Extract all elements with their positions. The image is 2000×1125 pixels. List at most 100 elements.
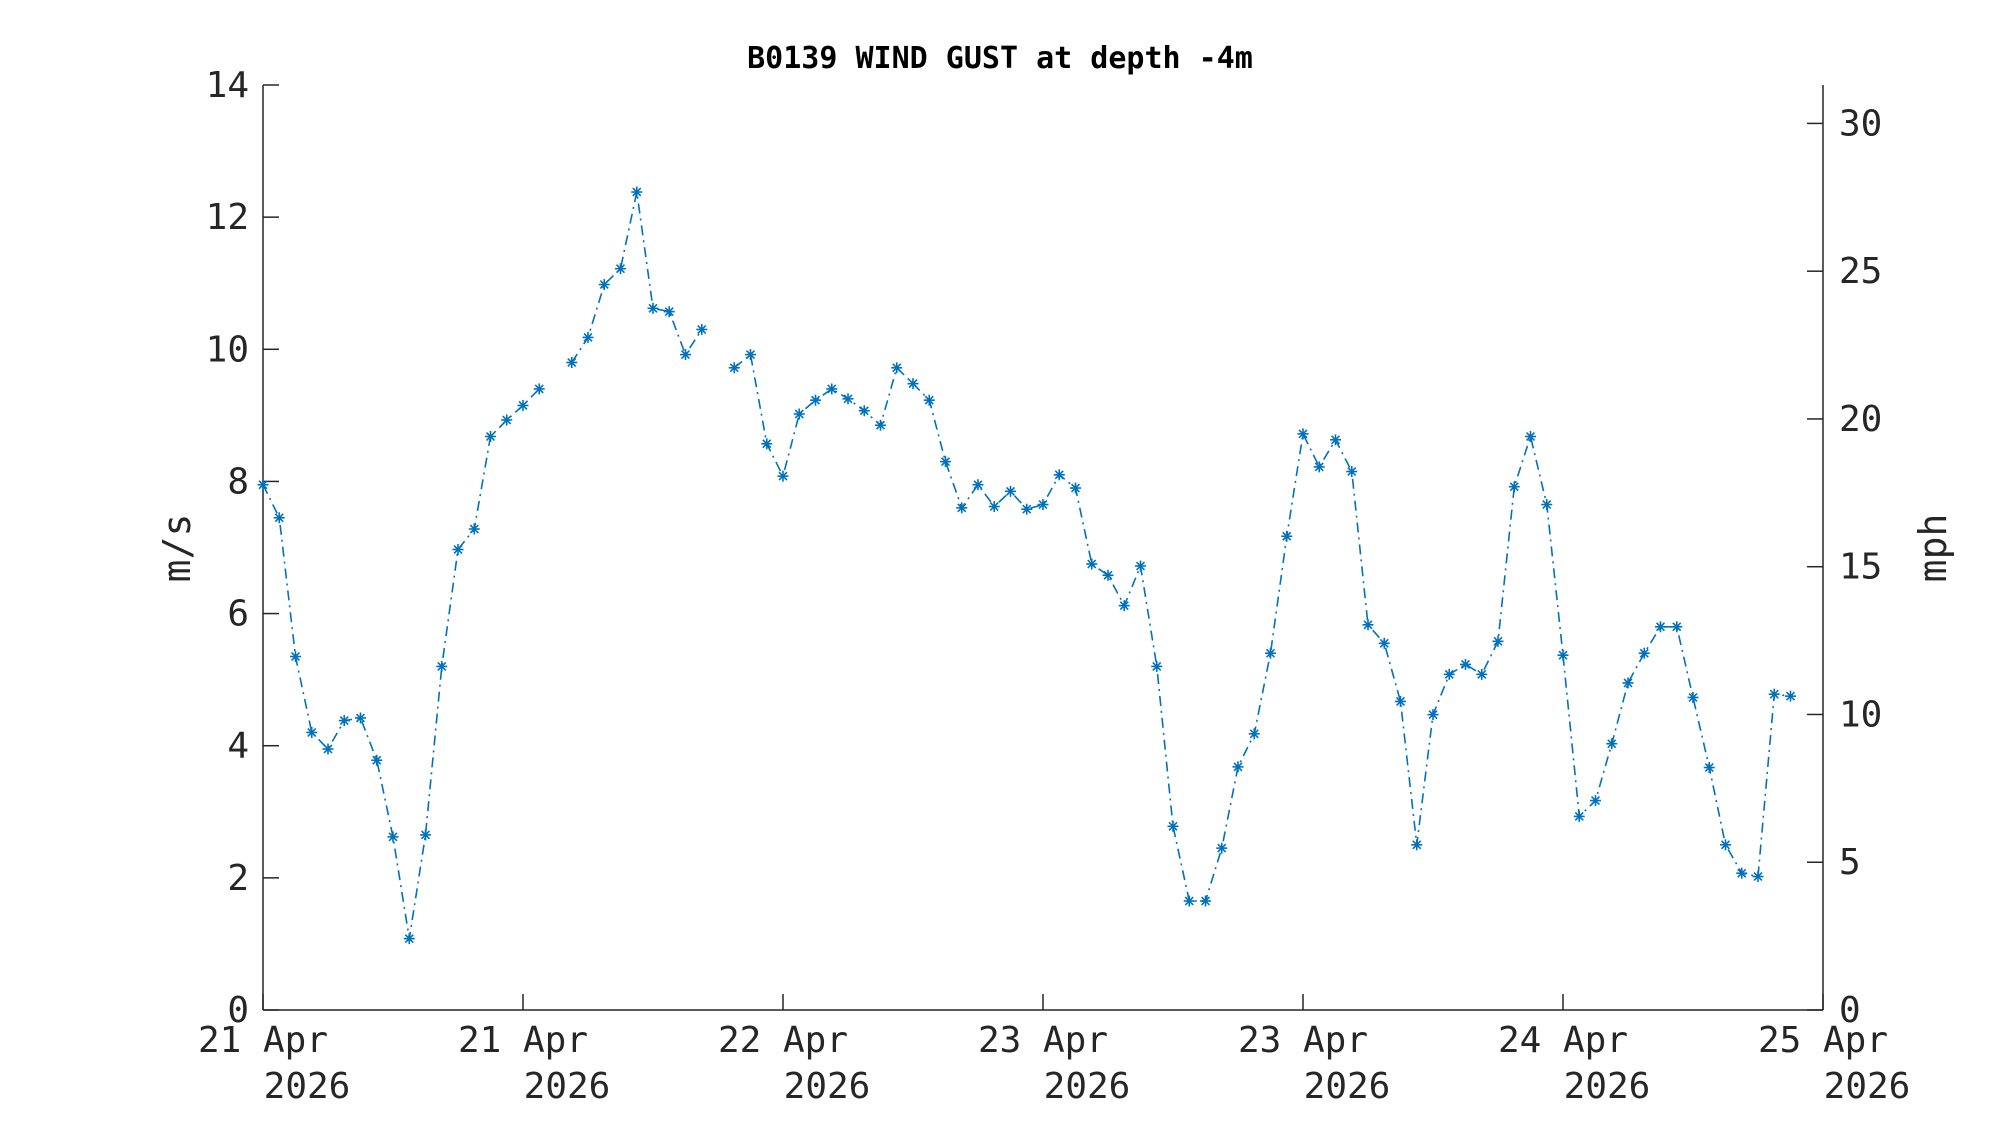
data-point <box>257 479 269 491</box>
data-point-stroke <box>502 415 512 425</box>
data-point <box>566 357 578 368</box>
data-point <box>322 743 334 755</box>
data-point <box>1541 499 1553 511</box>
data-point-stroke <box>1444 669 1454 679</box>
data-point-stroke <box>1558 650 1568 660</box>
y-tick-label-left: 12 <box>206 197 249 238</box>
data-point-stroke <box>1672 622 1682 632</box>
data-point <box>858 405 870 417</box>
data-point-stroke <box>957 503 967 513</box>
data-point-stroke <box>745 350 756 360</box>
data-point <box>1785 690 1796 702</box>
data-point <box>728 362 740 374</box>
data-point-stroke <box>1655 622 1666 632</box>
data-point-stroke <box>778 471 788 481</box>
data-point-stroke <box>1249 729 1259 739</box>
data-point-stroke <box>664 307 674 317</box>
data-point <box>452 543 464 555</box>
series-line <box>262 191 1791 939</box>
data-point-stroke <box>307 727 317 738</box>
data-point-stroke <box>1184 896 1194 906</box>
data-point <box>1460 658 1471 670</box>
data-point <box>745 349 756 361</box>
data-point-stroke <box>1590 796 1601 806</box>
x-tick-label-year: 2026 <box>784 1066 871 1107</box>
data-point <box>371 754 383 766</box>
data-point-stroke <box>1152 661 1162 671</box>
data-point-stroke <box>1103 570 1113 580</box>
data-point <box>1281 530 1293 542</box>
data-point-stroke <box>1038 500 1048 510</box>
data-point-stroke <box>1330 435 1341 445</box>
x-tick-label-day: 23 Apr <box>1238 1020 1368 1061</box>
data-point-stroke <box>940 457 951 467</box>
data-point-stroke <box>1379 638 1389 648</box>
y-axis-right-label: mph <box>1911 514 1955 583</box>
data-point <box>517 399 529 411</box>
data-point <box>355 712 366 724</box>
data-point <box>1135 560 1146 572</box>
data-point-stroke <box>323 744 333 754</box>
data-point <box>1037 499 1049 511</box>
data-point <box>1265 647 1276 659</box>
data-point <box>761 438 773 450</box>
data-point <box>793 408 805 420</box>
data-point <box>680 349 691 361</box>
data-point-stroke <box>1298 429 1308 439</box>
data-point-stroke <box>843 394 853 404</box>
x-tick-label-year: 2026 <box>264 1066 351 1107</box>
data-point-stroke <box>274 513 284 523</box>
y-tick-label-right: 5 <box>1839 842 1861 883</box>
data-point <box>273 512 285 524</box>
data-point <box>1362 619 1374 631</box>
data-point <box>501 414 513 426</box>
y-tick-label-left: 14 <box>206 65 249 106</box>
data-point <box>1395 695 1406 707</box>
y-tick-label-right: 25 <box>1839 251 1882 292</box>
data-point <box>1411 839 1423 851</box>
data-point <box>1118 600 1130 612</box>
data-point <box>1330 434 1341 446</box>
data-point <box>1671 621 1683 633</box>
data-point <box>1070 482 1081 494</box>
x-tick-label-day: 21 Apr <box>198 1020 328 1061</box>
data-point-stroke <box>827 384 837 394</box>
x-tick-label-year: 2026 <box>1564 1066 1651 1107</box>
data-point-stroke <box>1785 691 1796 701</box>
y-tick-label-right: 30 <box>1839 103 1882 144</box>
data-point-stroke <box>534 384 544 394</box>
data-point-stroke <box>567 357 577 368</box>
data-point <box>972 479 984 491</box>
data-point-stroke <box>1282 531 1292 541</box>
data-point <box>842 393 854 405</box>
data-point <box>582 331 594 343</box>
data-point <box>1297 428 1309 440</box>
y-axis-right: 0 5 10 15 20 25 30 <box>1807 85 1882 1031</box>
data-point <box>436 660 448 672</box>
x-axis: 21 Apr 2026 21 Apr 2026 22 Apr 2026 23 Apr 2026… <box>198 994 1910 1107</box>
data-point-stroke <box>1395 696 1406 706</box>
y-tick-label-left: 2 <box>227 858 249 899</box>
data-point-stroke <box>1688 692 1698 703</box>
data-point <box>1378 637 1390 649</box>
data-point-stroke <box>1460 659 1471 669</box>
data-point-stroke <box>794 409 804 419</box>
data-point-stroke <box>453 544 463 555</box>
data-point <box>1703 762 1715 774</box>
data-point-stroke <box>1639 648 1649 658</box>
data-point-stroke <box>648 303 658 313</box>
data-point <box>907 378 919 390</box>
data-point-stroke <box>989 502 999 512</box>
data-point-stroke <box>1542 500 1552 510</box>
data-point-stroke <box>1412 840 1422 850</box>
data-point-stroke <box>973 480 983 490</box>
y-tick-label-right: 0 <box>1839 990 1861 1031</box>
data-point-stroke <box>680 350 691 360</box>
data-point <box>1021 503 1033 515</box>
data-point <box>403 933 415 945</box>
data-point <box>1346 466 1358 478</box>
x-tick-label-day: 25 Apr <box>1758 1020 1888 1061</box>
data-point <box>1557 649 1569 661</box>
data-point-stroke <box>404 934 414 944</box>
